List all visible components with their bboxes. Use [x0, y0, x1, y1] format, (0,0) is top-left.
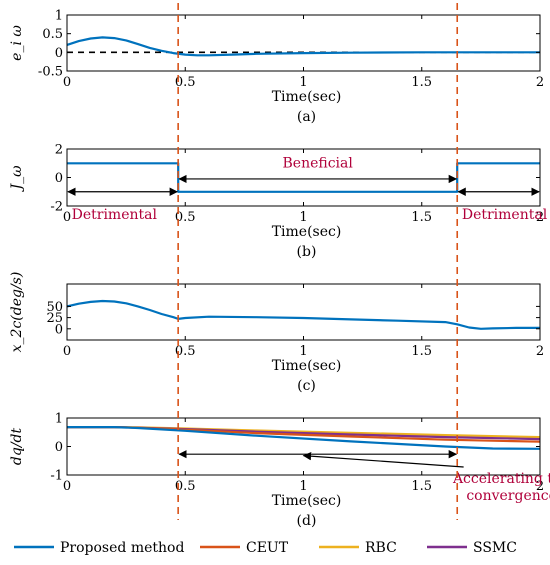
x-tick-label: 1	[299, 75, 307, 90]
x-tick-label: 0.5	[175, 344, 196, 359]
legend-label-proposed: Proposed method	[60, 540, 184, 556]
series-line-proposed	[67, 426, 540, 450]
y-tick-label: 0	[55, 440, 63, 455]
y-tick-label: 0	[55, 171, 63, 186]
x-tick-label: 1.5	[411, 479, 432, 494]
series-line-proposed	[67, 36, 540, 57]
y-tick-label: -2	[50, 200, 63, 215]
panel-caption: (b)	[297, 244, 317, 260]
y-tick-label: 50	[46, 300, 63, 315]
y-tick-label: -1	[50, 469, 63, 484]
panel-caption: (d)	[297, 513, 317, 529]
x-tick-label: 0.5	[175, 479, 196, 494]
series-line-proposed	[67, 299, 540, 330]
x-tick-label: 0.5	[175, 210, 196, 225]
annotation-label: Detrimental	[72, 207, 158, 223]
legend-label-ceut: CEUT	[246, 540, 289, 556]
legend-label-rbc: RBC	[365, 540, 397, 556]
x-axis-label: Time(sec)	[272, 224, 342, 240]
x-tick-label: 2	[536, 75, 544, 90]
x-tick-label: 0	[63, 210, 71, 225]
y-axis-label: J_ω	[9, 165, 25, 193]
y-tick-label: 0	[55, 322, 63, 337]
y-tick-label: 1	[55, 9, 63, 24]
x-tick-label: 0	[63, 344, 71, 359]
y-tick-label: 0.5	[42, 27, 63, 42]
y-tick-label: 0	[55, 46, 63, 61]
x-tick-label: 2	[536, 479, 544, 494]
x-tick-label: 1	[299, 210, 307, 225]
legend-label-ssmc: SSMC	[473, 540, 517, 556]
series-line-proposed	[67, 162, 540, 193]
x-axis-label: Time(sec)	[272, 358, 342, 374]
x-tick-label: 0.5	[175, 75, 196, 90]
x-tick-label: 2	[536, 210, 544, 225]
panel-d: 0 0.5 1 1.5 2-101Time(sec)(d)dq/dtAccelerati…	[9, 412, 550, 530]
axes-box	[66, 283, 541, 341]
legend: Proposed method CEUT RBC SSMC	[14, 540, 517, 556]
annotation-label: Detrimental	[462, 207, 548, 223]
x-tick-label: 2	[536, 344, 544, 359]
y-axis-label: x_2c(deg/s)	[9, 272, 25, 353]
y-tick-label: -0.5	[38, 65, 63, 80]
y-axis-label: e_i ω	[9, 25, 25, 61]
x-tick-label: 0	[63, 75, 71, 90]
panel-caption: (a)	[297, 109, 316, 125]
y-axis-label: dq/dt	[9, 428, 25, 466]
callout-text: Accelerating the	[452, 471, 550, 487]
x-tick-label: 0	[63, 479, 71, 494]
y-tick-label: 2	[55, 143, 63, 158]
y-tick-label: 25	[46, 311, 63, 326]
annotation-label: Beneficial	[283, 156, 354, 172]
panel-b: 0 0.5 1 1.5 2-202Time(sec)(b)J_ωBeneficialDe…	[9, 143, 548, 261]
x-axis-label: Time(sec)	[272, 89, 342, 105]
x-tick-label: 1.5	[411, 75, 432, 90]
x-axis-label: Time(sec)	[272, 493, 342, 509]
x-tick-label: 1.5	[411, 210, 432, 225]
x-tick-label: 1.5	[411, 344, 432, 359]
callout-arrow	[302, 451, 464, 468]
callout-text: convergence	[466, 488, 550, 504]
x-tick-label: 1	[299, 344, 307, 359]
panel-caption: (c)	[297, 378, 316, 394]
x-tick-label: 1	[299, 479, 307, 494]
y-tick-label: 1	[55, 412, 63, 427]
